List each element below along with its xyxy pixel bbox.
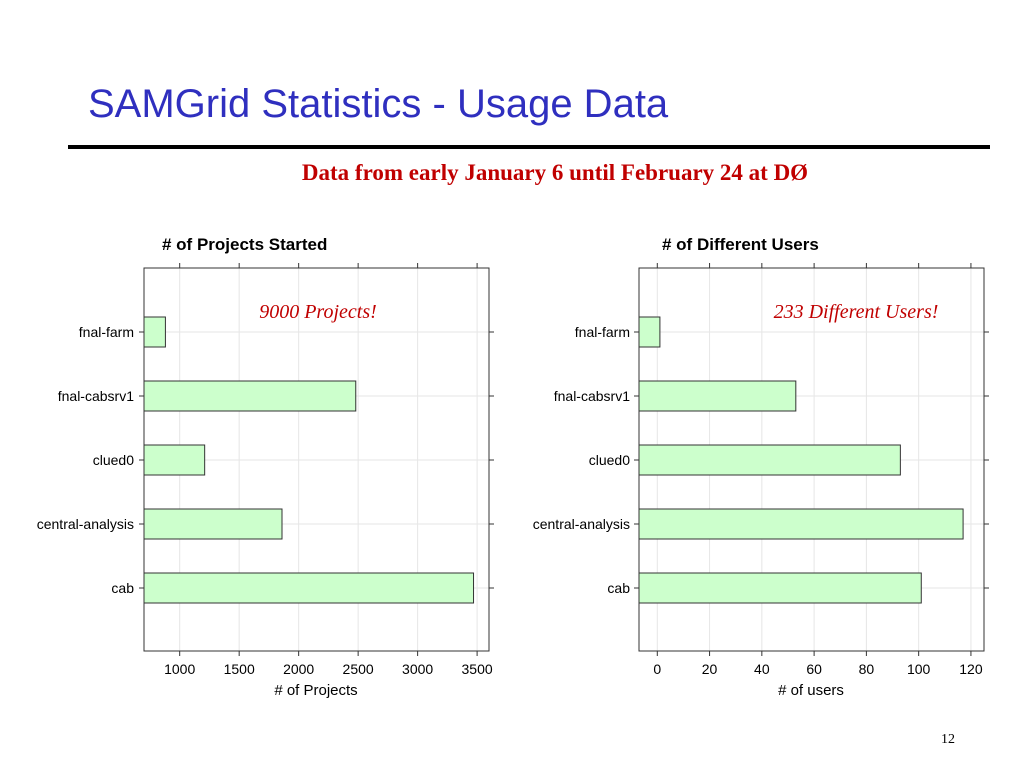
users-x-tick-label-3: 60 — [806, 661, 822, 677]
projects-category-label-fnal-cabsrv1: fnal-cabsrv1 — [58, 388, 134, 404]
users-plot-frame — [638, 267, 985, 652]
projects-category-label-fnal-farm: fnal-farm — [79, 324, 134, 340]
users-x-tick-label-1: 20 — [702, 661, 718, 677]
users-category-label-cab: cab — [607, 580, 630, 596]
users-bar-clued0 — [638, 444, 901, 476]
users-x-tick-label-2: 40 — [754, 661, 770, 677]
projects-chart-title: # of Projects Started — [162, 235, 327, 254]
projects-x-axis-title: # of Projects — [274, 682, 357, 699]
projects-bar-clued0 — [143, 444, 206, 476]
projects-plot-frame — [143, 267, 490, 652]
projects-x-tick-label-3: 2500 — [343, 661, 374, 677]
users-category-label-central-analysis: central-analysis — [533, 516, 630, 532]
users-x-tick-label-4: 80 — [859, 661, 875, 677]
users-bar-cab — [638, 572, 922, 604]
users-bar-central-analysis — [638, 508, 964, 540]
title-divider — [68, 145, 990, 149]
projects-annotation: 9000 Projects! — [259, 301, 377, 323]
projects-x-tick-label-1: 1500 — [224, 661, 255, 677]
users-category-label-clued0: clued0 — [589, 452, 630, 468]
users-x-tick-label-6: 120 — [959, 661, 983, 677]
slide-subtitle: Data from early January 6 until February… — [301, 160, 809, 185]
users-chart-title: # of Different Users — [662, 235, 819, 254]
users-x-tick-label-5: 100 — [907, 661, 931, 677]
slide-title: SAMGrid Statistics - Usage Data — [88, 82, 669, 126]
projects-x-tick-label-5: 3500 — [462, 661, 493, 677]
users-x-axis-title: # of users — [778, 682, 844, 699]
projects-bar-cab — [143, 572, 475, 604]
projects-x-tick-label-2: 2000 — [283, 661, 314, 677]
users-x-tick-label-0: 0 — [653, 661, 661, 677]
projects-category-label-central-analysis: central-analysis — [37, 516, 134, 532]
projects-x-tick-label-4: 3000 — [402, 661, 433, 677]
users-category-label-fnal-cabsrv1: fnal-cabsrv1 — [554, 388, 630, 404]
users-bar-fnal-farm — [638, 316, 661, 348]
users-annotation: 233 Different Users! — [774, 301, 939, 323]
page-number: 12 — [941, 732, 955, 747]
projects-category-label-clued0: clued0 — [93, 452, 134, 468]
projects-category-label-cab: cab — [111, 580, 134, 596]
users-category-label-fnal-farm: fnal-farm — [575, 324, 630, 340]
users-bar-fnal-cabsrv1 — [638, 380, 797, 412]
projects-x-tick-label-0: 1000 — [164, 661, 195, 677]
